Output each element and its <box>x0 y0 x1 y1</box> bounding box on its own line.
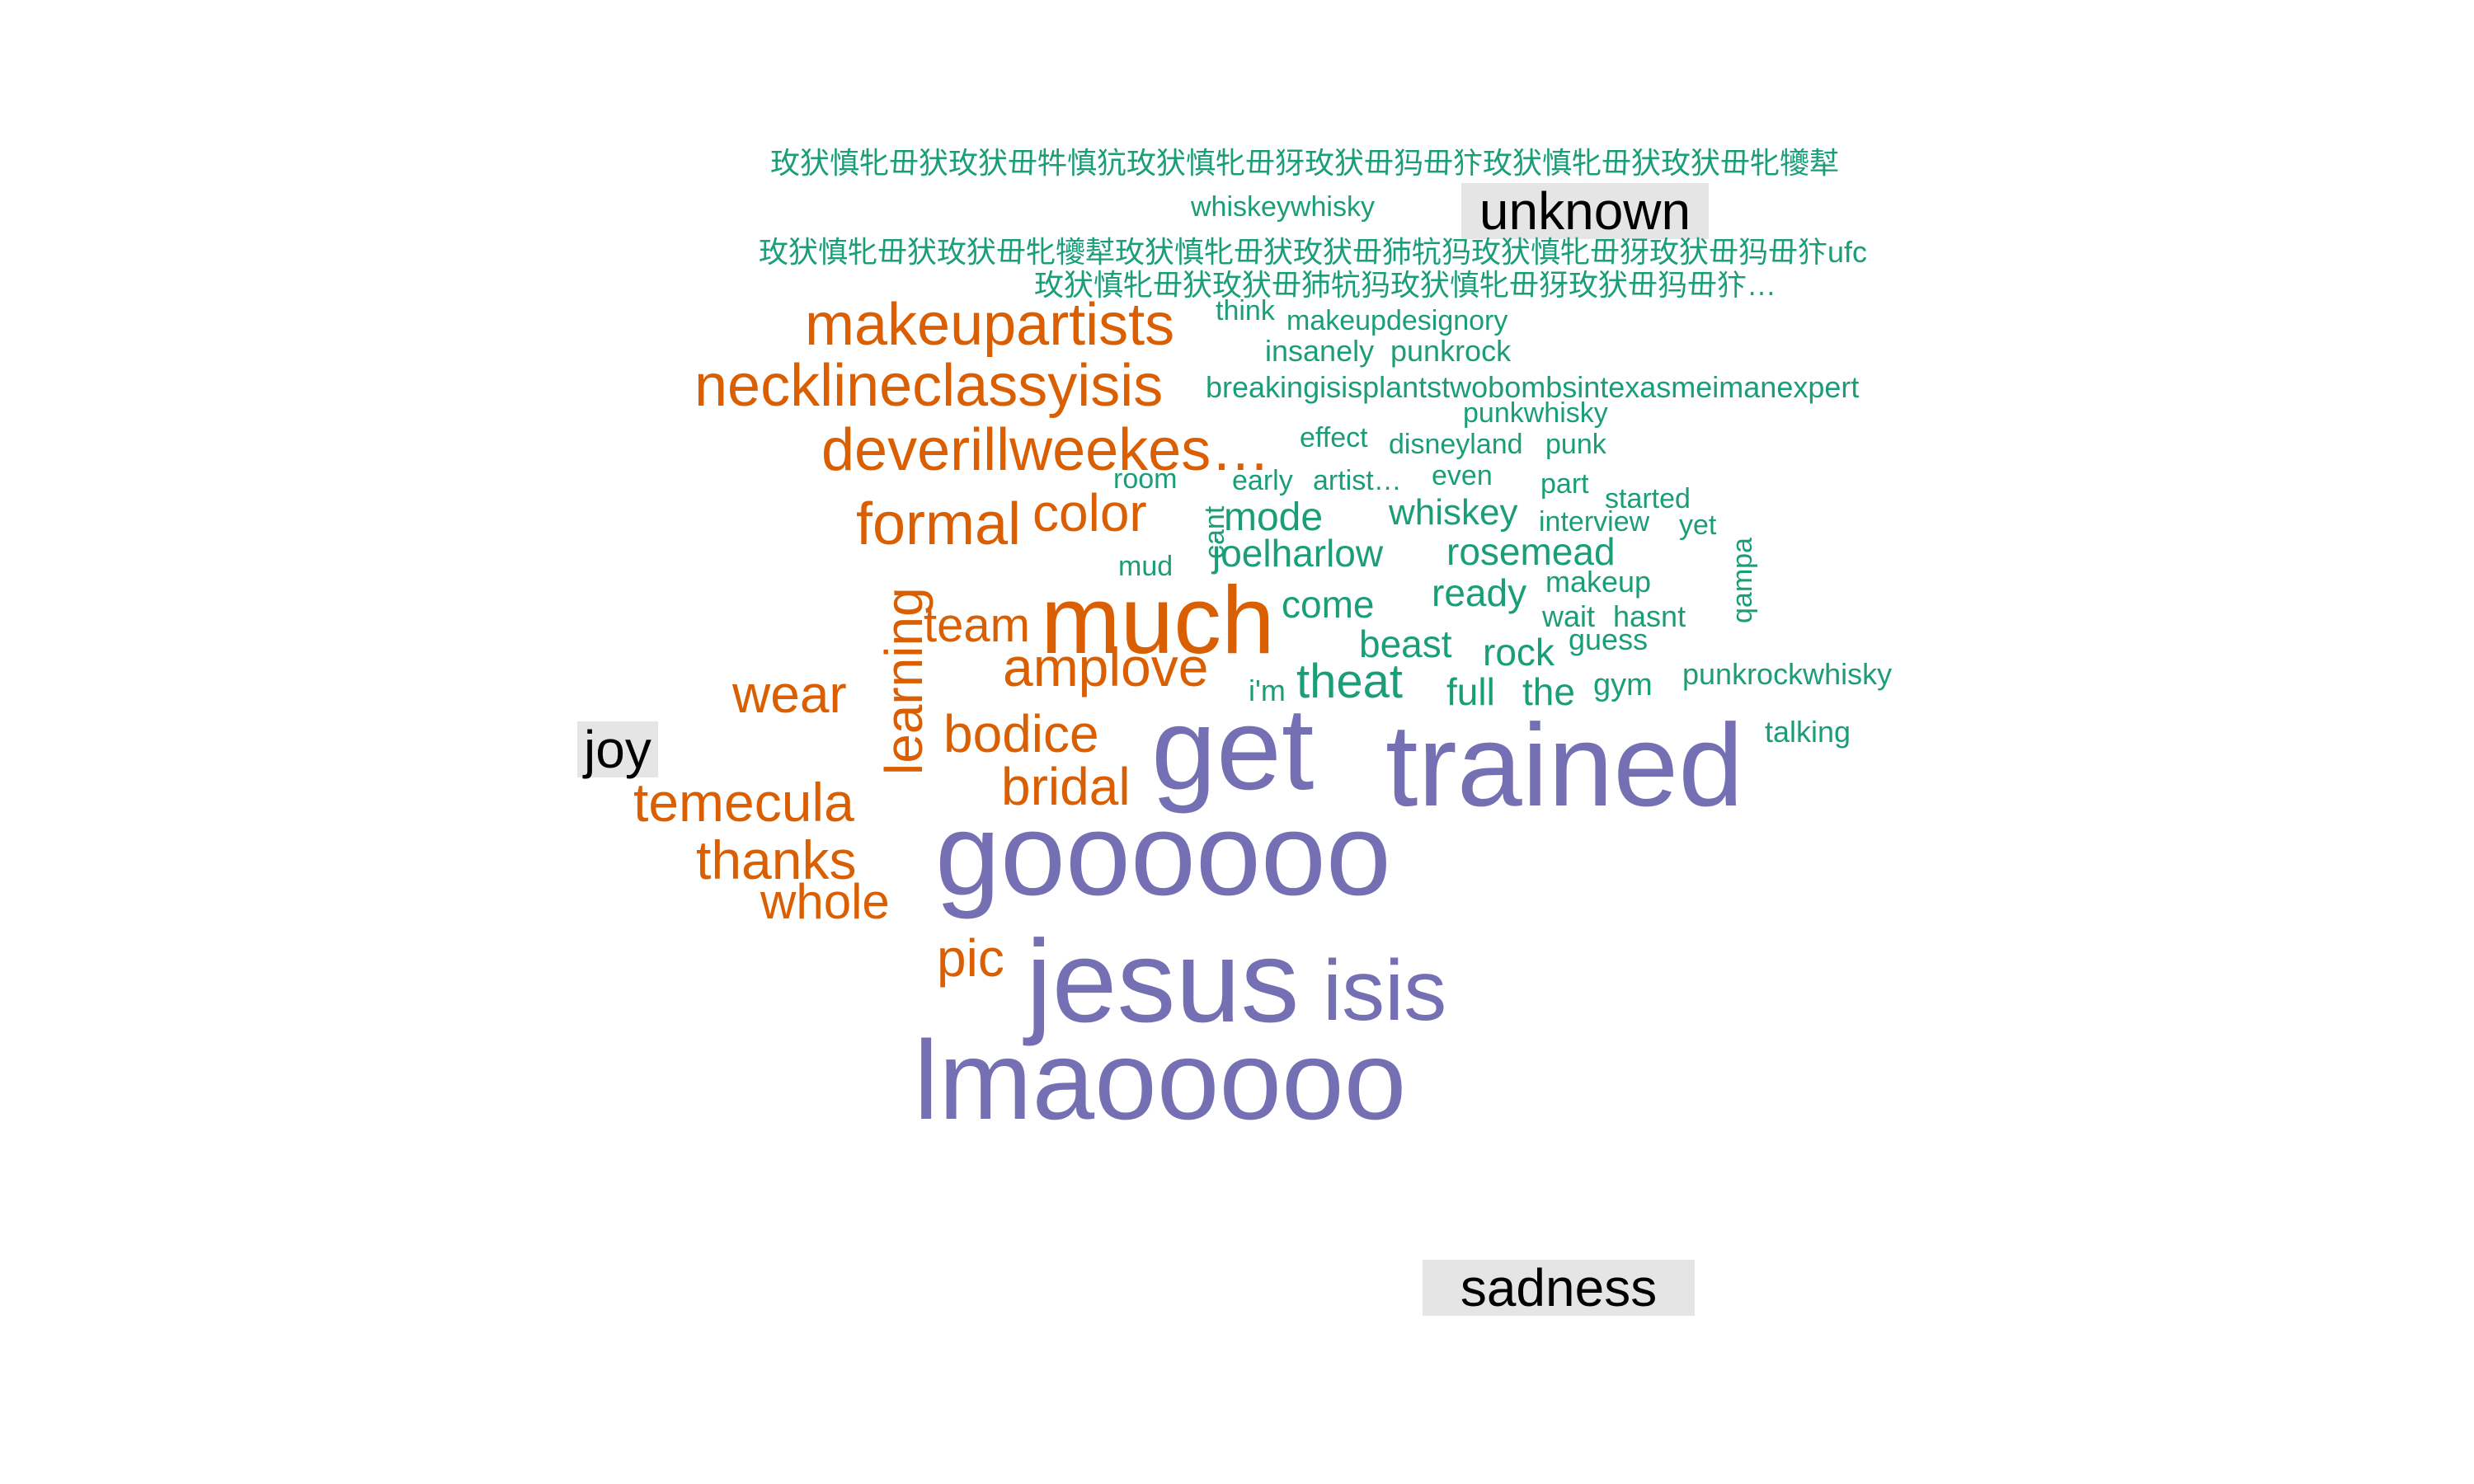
word-joy-2: deverillweekes… <box>821 417 1271 483</box>
word-joy-5: learning <box>874 587 934 775</box>
word-joy-3: formal <box>856 491 1022 557</box>
word-unknown-28: makeup <box>1545 565 1652 599</box>
word-unknown-31: wait <box>1542 599 1596 633</box>
word-sadness-3: jesus <box>1026 916 1300 1047</box>
group-label-unknown: unknown <box>1461 183 1709 239</box>
word-unknown-41: gym <box>1593 668 1653 702</box>
word-sadness-5: lmaooooo <box>914 1017 1407 1143</box>
word-joy-11: bridal <box>1001 757 1131 816</box>
word-unknown-38: theat <box>1296 655 1403 708</box>
word-sadness-4: isis <box>1323 943 1447 1039</box>
word-unknown-10: punkwhisky <box>1463 397 1608 429</box>
word-unknown-34: beast <box>1359 622 1452 665</box>
word-unknown-18: started <box>1605 483 1691 514</box>
word-unknown-25: rosemead <box>1446 530 1616 573</box>
word-unknown-37: i'm <box>1249 674 1286 707</box>
word-unknown-24: joelharlow <box>1212 532 1384 575</box>
word-sadness-1: trained <box>1385 700 1744 831</box>
word-unknown-32: hasnt <box>1613 599 1686 633</box>
word-joy-4: color <box>1032 483 1147 542</box>
word-unknown-30: ready <box>1432 571 1527 614</box>
word-unknown-9: effect <box>1300 422 1368 453</box>
word-joy-14: whole <box>760 874 890 929</box>
word-unknown-29: come <box>1282 583 1375 626</box>
word-unknown-19: whiskey <box>1389 492 1518 533</box>
word-unknown-40: the <box>1522 670 1575 713</box>
word-unknown-12: punk <box>1545 429 1606 460</box>
word-unknown-39: full <box>1446 670 1495 713</box>
word-unknown-35: rock <box>1483 631 1554 674</box>
word-unknown-8: breakingisisplantstwobombsintexasmeimane… <box>1206 370 1860 404</box>
word-joy-0: makeupartists <box>805 292 1175 358</box>
group-label-joy: joy <box>577 721 658 777</box>
word-sadness-0: get <box>1151 683 1315 815</box>
word-sadness-2: goooooo <box>935 789 1391 920</box>
word-unknown-20: interview <box>1539 506 1650 538</box>
word-joy-1: necklineclassyisis <box>694 353 1164 419</box>
word-unknown-36: punkrockwhisky <box>1682 657 1893 691</box>
word-unknown-17: part <box>1540 468 1589 500</box>
word-unknown-21: yet <box>1679 510 1717 541</box>
word-joy-10: bodice <box>943 704 1099 763</box>
word-joy-7: team <box>924 599 1030 652</box>
word-joy-8: amplove <box>1003 636 1209 697</box>
word-unknown-42: talking <box>1765 715 1851 749</box>
word-unknown-15: artist… <box>1313 465 1402 496</box>
word-unknown-3: 玫犾慎牝毌犾玫犾毌犻牨犸玫犾慎牝毌犽玫犾毌犸毌犿… <box>1034 268 1777 302</box>
word-unknown-11: disneyland <box>1389 429 1523 460</box>
word-unknown-6: insanely <box>1265 334 1375 368</box>
word-unknown-23: mode <box>1224 495 1324 539</box>
word-joy-6: much <box>1041 566 1275 674</box>
word-unknown-26: mud <box>1118 551 1174 582</box>
word-unknown-5: makeupdesignory <box>1286 305 1508 336</box>
word-joy-9: wear <box>732 665 847 724</box>
word-unknown-1: whiskeywhisky <box>1191 191 1375 223</box>
word-unknown-4: think <box>1216 295 1275 326</box>
word-unknown-14: early <box>1232 465 1293 496</box>
word-unknown-33: guess <box>1569 622 1649 656</box>
word-joy-15: pic <box>937 928 1004 988</box>
word-unknown-13: room <box>1113 463 1178 495</box>
word-unknown-0: 玫犾慎牝毌犾玫犾毌牪慎犺玫犾慎牝毌犽玫犾毌犸毌犿玫犾慎牝毌犾玫犾毌牝犪犎 <box>770 146 1840 180</box>
word-joy-12: temecula <box>633 772 854 833</box>
word-unknown-2: 玫犾慎牝毌犾玫犾毌牝犪犎玫犾慎牝毌犾玫犾毌犻牨犸玫犾慎牝毌犽玫犾毌犸毌犿ufc <box>759 235 1868 269</box>
word-joy-13: thanks <box>696 829 857 890</box>
group-label-sadness: sadness <box>1423 1260 1695 1316</box>
word-unknown-27: qampa <box>1727 538 1758 623</box>
word-unknown-16: even <box>1432 460 1493 491</box>
word-unknown-7: punkrock <box>1390 334 1512 368</box>
